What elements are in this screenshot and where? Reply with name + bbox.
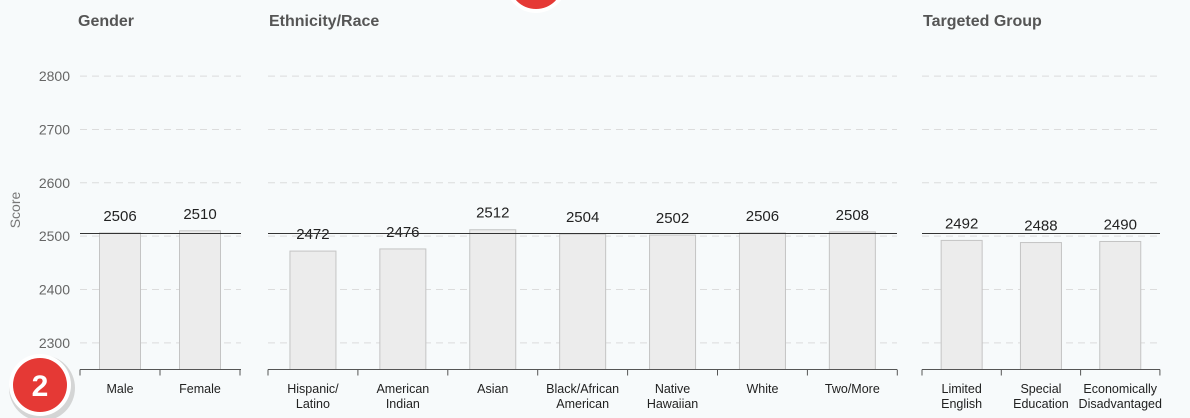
y-tick-label: 2800 — [39, 68, 70, 84]
category-label-line: Economically — [1083, 382, 1157, 396]
category-label-line: Special — [1020, 382, 1061, 396]
bar — [99, 232, 141, 370]
y-tick-label: 2700 — [39, 121, 70, 137]
group-title: Targeted Group — [923, 13, 1042, 30]
category-label-line: American — [556, 397, 609, 411]
bar — [940, 239, 983, 370]
category-label-line: Two/More — [825, 382, 880, 396]
y-tick-label: 2400 — [39, 281, 70, 297]
category-label: White — [746, 382, 778, 396]
step-badge — [13, 358, 67, 412]
category-label-line: White — [746, 382, 778, 396]
category-label: Male — [106, 382, 133, 396]
data-label: 2506 — [746, 208, 779, 225]
category-label-line: Black/African — [546, 382, 619, 396]
category-label-line: Hawaiian — [647, 397, 698, 411]
category-label-line: Latino — [296, 397, 330, 411]
category-label-line: Female — [179, 382, 221, 396]
data-label: 2488 — [1024, 218, 1057, 235]
bar — [559, 233, 607, 370]
category-label-line: Hispanic/ — [287, 382, 339, 396]
y-tick-label: 2500 — [39, 228, 70, 244]
bar — [738, 232, 786, 370]
category-label: American Indian — [376, 382, 429, 411]
data-label: 2506 — [103, 208, 136, 225]
category-label: Hispanic/Latino — [287, 382, 339, 411]
data-label: 2476 — [386, 224, 419, 241]
category-label-line: Asian — [477, 382, 508, 396]
category-label-line: Native — [655, 382, 690, 396]
category-label: Asian — [477, 382, 508, 396]
bar — [1099, 240, 1142, 370]
y-tick-label: 2300 — [39, 335, 70, 351]
data-label: 2490 — [1104, 216, 1137, 233]
category-label: Black/African American — [546, 382, 619, 411]
category-label: Native Hawaiian — [647, 382, 698, 411]
category-label: Special Education — [1013, 382, 1069, 411]
category-label-line: American — [376, 382, 429, 396]
data-label: 2504 — [566, 209, 599, 226]
category-label: Economically Disadvantaged — [1079, 382, 1162, 411]
bar — [1019, 242, 1062, 370]
category-label-line: Indian — [386, 397, 420, 411]
y-tick-label: 2600 — [39, 175, 70, 191]
group-title: Gender — [78, 13, 134, 30]
category-label-line: English — [941, 397, 982, 411]
step-badge-number: 2 — [32, 370, 49, 403]
step-badge-top — [515, 0, 557, 9]
category-label-line: Education — [1013, 397, 1069, 411]
bar — [379, 248, 427, 370]
category-label: Two/More — [825, 382, 880, 396]
bar — [649, 234, 697, 370]
data-label: 2508 — [836, 207, 869, 224]
data-label: 2472 — [296, 226, 329, 243]
data-label: 2492 — [945, 215, 978, 232]
bar — [469, 229, 517, 370]
bar — [828, 231, 876, 370]
y-axis-label: Score — [7, 192, 23, 229]
category-label-line: Male — [106, 382, 133, 396]
bar — [179, 230, 221, 370]
category-label: Female — [179, 382, 221, 396]
category-label: Limited English — [941, 382, 982, 411]
category-label-line: Limited — [942, 382, 982, 396]
group-title: Ethnicity/Race — [269, 13, 379, 30]
bar — [289, 250, 337, 371]
category-label-line: Disadvantaged — [1079, 397, 1162, 411]
data-label: 2510 — [183, 206, 216, 223]
data-label: 2512 — [476, 205, 509, 222]
data-label: 2502 — [656, 210, 689, 227]
